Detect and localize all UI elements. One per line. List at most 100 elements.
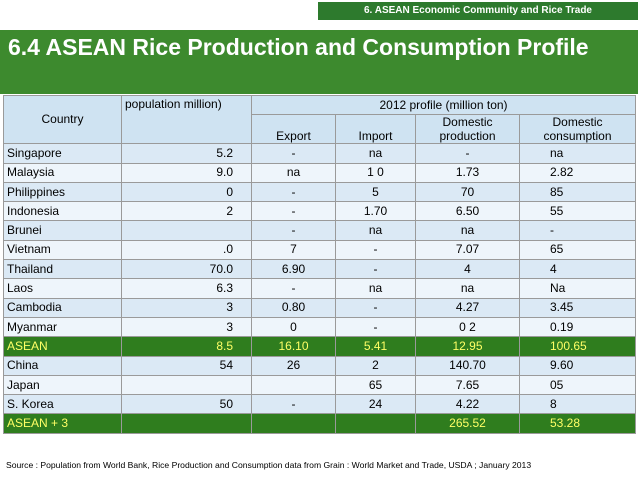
cell-population: [121, 413, 252, 434]
cell-population: 3: [121, 297, 252, 318]
cell-country: Vietnam: [3, 239, 122, 261]
table-row: Vietnam .0 7-7.07 65: [3, 239, 636, 261]
table-row: Thailand 70.0 6.90-4 4: [3, 259, 636, 280]
cell-production: 12.95: [415, 336, 520, 357]
cell-consumption: na: [519, 143, 636, 164]
cell-population: [121, 220, 252, 241]
cell-population: 8.5: [121, 336, 252, 357]
cell-population: 5.2: [121, 143, 252, 164]
domestic-production-header: Domestic production: [415, 114, 520, 145]
cell-production: -: [415, 143, 520, 164]
cell-production: 70: [415, 181, 520, 203]
page-title: 6.4 ASEAN Rice Production and Consumptio…: [8, 34, 589, 60]
cell-population: 6.3: [121, 278, 252, 299]
cell-export: 26: [251, 355, 336, 376]
cell-consumption: 53.28: [519, 413, 636, 434]
cell-export: -: [251, 394, 336, 415]
cell-consumption: 05: [519, 374, 636, 396]
cell-consumption: 65: [519, 239, 636, 261]
cell-country: Malaysia: [3, 162, 122, 183]
cell-consumption: 0.19: [519, 316, 636, 338]
cell-export: na: [251, 162, 336, 183]
cell-production: na: [415, 278, 520, 299]
cell-consumption: 8: [519, 394, 636, 415]
section-tag: 6. ASEAN Economic Community and Rice Tra…: [318, 2, 638, 20]
cell-import: [335, 413, 416, 434]
table-row: Cambodia 3 0.80-4.27 3.45: [3, 297, 636, 318]
population-header: population million): [121, 94, 252, 145]
cell-export: 7: [251, 239, 336, 261]
cell-production: 4.27: [415, 297, 520, 318]
cell-production: 1.73: [415, 162, 520, 183]
cell-country: Indonesia: [3, 201, 122, 222]
table-row: Singapore 5.2- na - na: [3, 143, 636, 164]
profile-header: 2012 profile (million ton): [251, 94, 636, 116]
cell-consumption: 9.60: [519, 355, 636, 376]
cell-country: ASEAN: [3, 336, 122, 357]
cell-population: 2: [121, 201, 252, 222]
cell-export: 0: [251, 316, 336, 338]
cell-country: Cambodia: [3, 297, 122, 318]
cell-import: 2: [335, 355, 416, 376]
rice-profile-table: Country population million) 2012 profile…: [3, 94, 636, 434]
title-banner: 6.4 ASEAN Rice Production and Consumptio…: [0, 30, 638, 94]
cell-consumption: Na: [519, 278, 636, 299]
cell-population: .0: [121, 239, 252, 261]
table-row: Myanmar 3 0-0 2 0.19: [3, 316, 636, 338]
cell-production: 6.50: [415, 201, 520, 222]
cell-export: [251, 413, 336, 434]
cell-import: 5: [335, 181, 416, 203]
cell-population: 50: [121, 394, 252, 415]
cell-production: na: [415, 220, 520, 241]
cell-import: -: [335, 316, 416, 338]
cell-population: 54: [121, 355, 252, 376]
cell-consumption: 2.82: [519, 162, 636, 183]
table-row: Indonesia 2-1.70 6.50 55: [3, 201, 636, 222]
cell-consumption: 85: [519, 181, 636, 203]
cell-country: Brunei: [3, 220, 122, 241]
cell-country: Thailand: [3, 259, 122, 280]
table-row: Brunei - na na -: [3, 220, 636, 241]
table-row: Philippines 0-5 70 85: [3, 181, 636, 203]
cell-import: 24: [335, 394, 416, 415]
export-header: Export: [251, 114, 336, 145]
cell-consumption: 3.45: [519, 297, 636, 318]
cell-import: -: [335, 239, 416, 261]
cell-import: 5.41: [335, 336, 416, 357]
table-row: Malaysia 9.0 na 1 0 1.73 2.82: [3, 162, 636, 183]
cell-import: 65: [335, 374, 416, 396]
table-row: ASEAN + 3 265.52 53.28: [3, 413, 636, 434]
cell-export: -: [251, 278, 336, 299]
cell-country: ASEAN + 3: [3, 413, 122, 434]
cell-consumption: 4: [519, 259, 636, 280]
cell-production: 7.65: [415, 374, 520, 396]
table-row: S. Korea 50-24 4.22 8: [3, 394, 636, 415]
cell-country: Laos: [3, 278, 122, 299]
cell-production: 265.52: [415, 413, 520, 434]
cell-export: -: [251, 143, 336, 164]
cell-export: [251, 374, 336, 396]
cell-export: -: [251, 220, 336, 241]
cell-export: 0.80: [251, 297, 336, 318]
top-bar: 6. ASEAN Economic Community and Rice Tra…: [0, 0, 638, 24]
cell-export: 16.10: [251, 336, 336, 357]
table-row: ASEAN 8.5 16.10 5.41 12.95 100.65: [3, 336, 636, 357]
cell-import: -: [335, 297, 416, 318]
cell-import: -: [335, 259, 416, 280]
cell-export: 6.90: [251, 259, 336, 280]
table-row: Laos 6.3- na na Na: [3, 278, 636, 299]
cell-import: na: [335, 278, 416, 299]
table-row: Japan 65 7.65 05: [3, 374, 636, 396]
cell-country: China: [3, 355, 122, 376]
cell-consumption: -: [519, 220, 636, 241]
cell-production: 140.70: [415, 355, 520, 376]
cell-country: Japan: [3, 374, 122, 396]
cell-population: 70.0: [121, 259, 252, 280]
cell-production: 0 2: [415, 316, 520, 338]
cell-population: 9.0: [121, 162, 252, 183]
domestic-consumption-header: Domestic consumption: [519, 114, 636, 145]
cell-import: 1.70: [335, 201, 416, 222]
cell-population: [121, 374, 252, 396]
cell-production: 7.07: [415, 239, 520, 261]
cell-population: 3: [121, 316, 252, 338]
